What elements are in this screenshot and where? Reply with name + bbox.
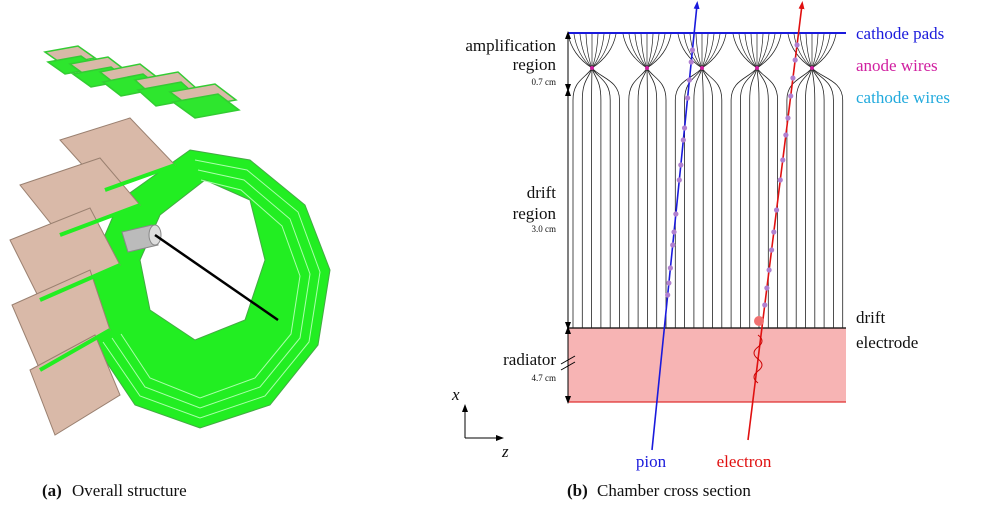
drift-line bbox=[787, 68, 812, 328]
drift-line bbox=[812, 68, 815, 328]
region-size: 0.7 cm bbox=[532, 77, 557, 87]
drift-line bbox=[740, 68, 757, 328]
drift-line bbox=[702, 68, 722, 328]
cathode-wires-label: cathode wires bbox=[856, 88, 950, 107]
drift-line bbox=[812, 68, 824, 328]
drift-line bbox=[592, 68, 601, 328]
cluster bbox=[678, 162, 683, 167]
drift-line bbox=[757, 68, 759, 328]
cluster bbox=[677, 177, 682, 182]
drift-line bbox=[694, 68, 702, 328]
anode-wire bbox=[755, 66, 759, 70]
caption-label: (a) bbox=[42, 481, 62, 500]
anode-wire bbox=[645, 66, 649, 70]
drift-line bbox=[702, 68, 703, 328]
field-lines bbox=[568, 34, 843, 328]
tr-conversion bbox=[754, 316, 764, 326]
region-label: amplification bbox=[465, 36, 556, 55]
cathode-pads-label: cathode pads bbox=[856, 24, 944, 43]
cluster bbox=[685, 95, 690, 100]
drift-line bbox=[582, 68, 592, 328]
cluster bbox=[780, 157, 785, 162]
drift-line bbox=[647, 68, 657, 328]
cluster bbox=[682, 125, 687, 130]
electron-label: electron bbox=[717, 452, 772, 471]
region-label: drift bbox=[527, 183, 557, 202]
cross-section: amplification region 0.7 cm drift region… bbox=[451, 5, 950, 471]
cluster bbox=[790, 75, 795, 80]
region-size: 3.0 cm bbox=[532, 224, 557, 234]
drift-line bbox=[638, 68, 647, 328]
caption: Chamber cross section bbox=[597, 481, 751, 500]
cluster bbox=[771, 229, 776, 234]
cluster bbox=[778, 177, 783, 182]
anode-wire bbox=[810, 66, 814, 70]
cluster bbox=[793, 57, 798, 62]
x-axis-label: x bbox=[451, 385, 460, 404]
cluster bbox=[681, 137, 686, 142]
drift-electrode-label: drift bbox=[856, 308, 886, 327]
cluster bbox=[673, 211, 678, 216]
region-label: region bbox=[513, 55, 557, 74]
detector-drawing bbox=[10, 46, 330, 435]
radiator-area bbox=[568, 328, 846, 402]
anode-wire bbox=[590, 66, 594, 70]
cluster bbox=[666, 280, 671, 285]
cluster bbox=[774, 207, 779, 212]
cluster bbox=[690, 47, 695, 52]
cluster bbox=[665, 292, 670, 297]
cluster bbox=[668, 265, 673, 270]
pion-label: pion bbox=[636, 452, 667, 471]
cluster bbox=[764, 285, 769, 290]
drift-line bbox=[812, 68, 833, 328]
region-size: 4.7 cm bbox=[532, 373, 557, 383]
figure: amplification region 0.7 cm drift region… bbox=[0, 0, 984, 509]
floating-modules bbox=[45, 46, 239, 118]
region-label: radiator bbox=[503, 350, 556, 369]
cluster bbox=[769, 247, 774, 252]
z-axis-label: z bbox=[501, 442, 509, 461]
cluster bbox=[687, 77, 692, 82]
anode-wires-label: anode wires bbox=[856, 56, 938, 75]
cluster bbox=[670, 242, 675, 247]
cluster bbox=[783, 132, 788, 137]
anode-wire bbox=[700, 66, 704, 70]
drift-line bbox=[731, 68, 757, 328]
caption-label: (b) bbox=[567, 481, 588, 500]
cluster bbox=[767, 267, 772, 272]
ionisation-clusters bbox=[665, 42, 800, 307]
drift-line bbox=[675, 68, 702, 328]
cluster bbox=[671, 229, 676, 234]
caption: Overall structure bbox=[72, 481, 187, 500]
cluster bbox=[788, 93, 793, 98]
cluster bbox=[762, 302, 767, 307]
region-label: region bbox=[513, 204, 557, 223]
drift-line bbox=[592, 68, 620, 328]
drift-line bbox=[750, 68, 757, 328]
drift-electrode-label: electrode bbox=[856, 333, 918, 352]
drift-line bbox=[806, 68, 813, 328]
cluster bbox=[689, 59, 694, 64]
cluster bbox=[785, 115, 790, 120]
drift-line bbox=[812, 68, 843, 328]
cluster bbox=[794, 42, 799, 47]
drift-line bbox=[796, 68, 812, 328]
